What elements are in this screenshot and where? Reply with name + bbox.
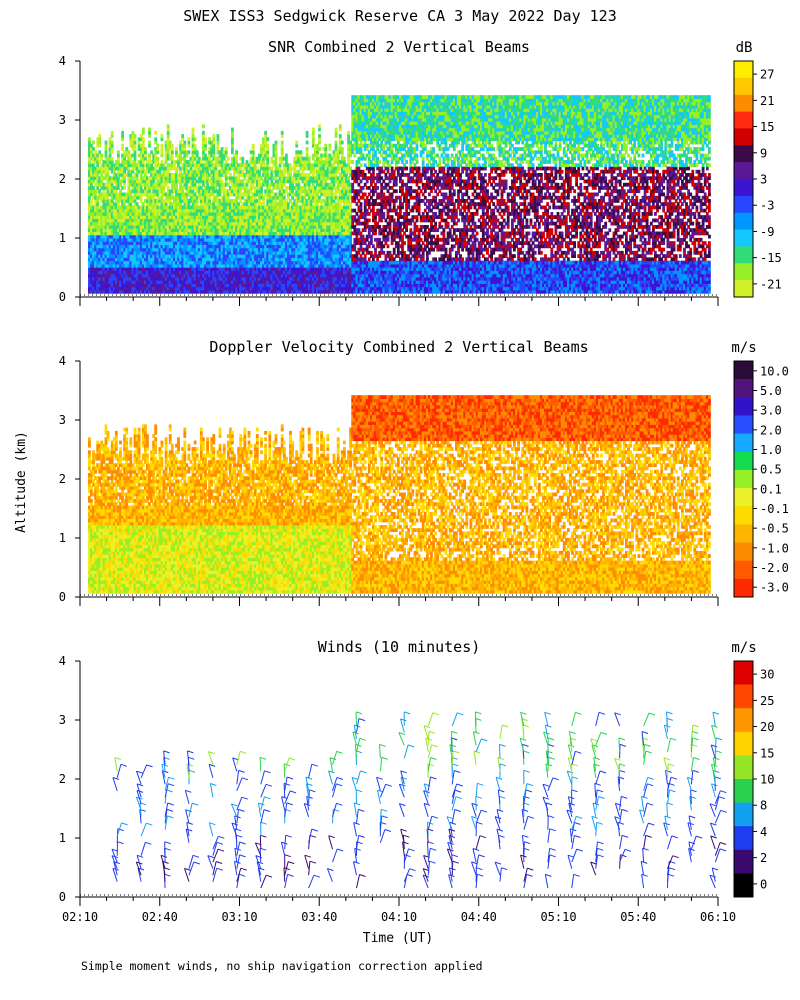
snr-panel: SNR Combined 2 Vertical Beams 0 1 2 3 4 dB 27 21…: [59, 38, 782, 306]
x-tick-label: 04:10: [381, 910, 417, 924]
colorbar-tick-label: 9: [760, 146, 767, 160]
x-axis-label: Time (UT): [363, 931, 433, 946]
colorbar: m/s 10.0 5.0 3.0 2.0 1.0 0.5 0.1 -0.1 -0.5 -1.0 -2.…: [731, 340, 789, 598]
plot-area: [88, 395, 711, 594]
colorbar-tick-label: 0.5: [760, 463, 782, 477]
panel-title: Doppler Velocity Combined 2 Vertical Bea…: [209, 338, 588, 356]
y-tick-label: 2: [59, 172, 66, 186]
colorbar-tick-label: -9: [760, 225, 774, 239]
y-tick-label: 4: [59, 54, 66, 68]
colorbar-tick-label: 8: [760, 799, 767, 813]
y-tick-label: 3: [59, 713, 66, 727]
x-tick-label: 02:40: [142, 910, 178, 924]
colorbar-tick-label: 30: [760, 668, 774, 682]
doppler-panel: Doppler Velocity Combined 2 Vertical Bea…: [59, 338, 789, 606]
colorbar-unit: m/s: [731, 640, 756, 656]
colorbar-tick-label: 4: [760, 825, 767, 839]
colorbar-tick-label: 2.0: [760, 423, 782, 437]
y-axis-label: Altitude (km): [14, 431, 29, 533]
y-tick-label: 0: [59, 890, 66, 904]
y-tick-label: 1: [59, 831, 66, 845]
x-tick-label: 04:40: [461, 910, 497, 924]
colorbar-tick-label: 15: [760, 746, 774, 760]
colorbar-tick-label: 5.0: [760, 384, 782, 398]
colorbar-tick-label: -3: [760, 199, 774, 213]
x-tick-label: 06:10: [700, 910, 736, 924]
footnote: Simple moment winds, no ship navigation …: [81, 959, 483, 973]
colorbar-unit: dB: [736, 40, 753, 56]
x-tick-label: 03:40: [301, 910, 337, 924]
colorbar-tick-label: 10: [760, 773, 774, 787]
colorbar-tick-label: 1.0: [760, 443, 782, 457]
colorbar-tick-label: -3.0: [760, 581, 789, 595]
colorbar-tick-label: 15: [760, 120, 774, 134]
y-tick-label: 1: [59, 531, 66, 545]
y-tick-label: 4: [59, 654, 66, 668]
colorbar-tick-label: 0: [760, 877, 767, 891]
x-tick-label: 02:10: [62, 910, 98, 924]
colorbar-tick-label: 3.0: [760, 404, 782, 418]
colorbar-tick-label: -0.5: [760, 522, 789, 536]
colorbar-tick-label: 0.1: [760, 482, 782, 496]
x-tick-label: 05:10: [540, 910, 576, 924]
y-tick-label: 3: [59, 413, 66, 427]
y-tick-label: 0: [59, 290, 66, 304]
colorbar-tick-label: 2: [760, 851, 767, 865]
colorbar-tick-label: 21: [760, 94, 774, 108]
panel-title: SNR Combined 2 Vertical Beams: [268, 38, 530, 56]
plot-area: [111, 711, 727, 889]
colorbar-tick-label: -2.0: [760, 561, 789, 575]
colorbar-tick-label: 27: [760, 68, 774, 82]
y-tick-label: 2: [59, 472, 66, 486]
y-tick-label: 3: [59, 113, 66, 127]
figure-title: SWEX ISS3 Sedgwick Reserve CA 3 May 2022…: [183, 7, 616, 25]
y-tick-label: 0: [59, 590, 66, 604]
colorbar-tick-label: -1.0: [760, 541, 789, 555]
y-tick-label: 4: [59, 354, 66, 368]
colorbar-tick-label: -21: [760, 277, 782, 291]
colorbar-tick-label: 20: [760, 720, 774, 734]
colorbar: dB 27 21 15 9 3 -3 -9 -15 -21: [733, 40, 782, 298]
colorbar-unit: m/s: [731, 340, 756, 356]
x-tick-label: 03:10: [221, 910, 257, 924]
panel-title: Winds (10 minutes): [318, 638, 481, 656]
colorbar-tick-label: 3: [760, 173, 767, 187]
y-tick-label: 2: [59, 772, 66, 786]
y-tick-label: 1: [59, 231, 66, 245]
colorbar-tick-label: 25: [760, 694, 774, 708]
x-tick-label: 05:40: [620, 910, 656, 924]
colorbar-tick-label: -0.1: [760, 502, 789, 516]
colorbar-tick-label: 10.0: [760, 364, 789, 378]
plot-area: [88, 95, 711, 294]
colorbar-tick-label: -15: [760, 251, 782, 265]
